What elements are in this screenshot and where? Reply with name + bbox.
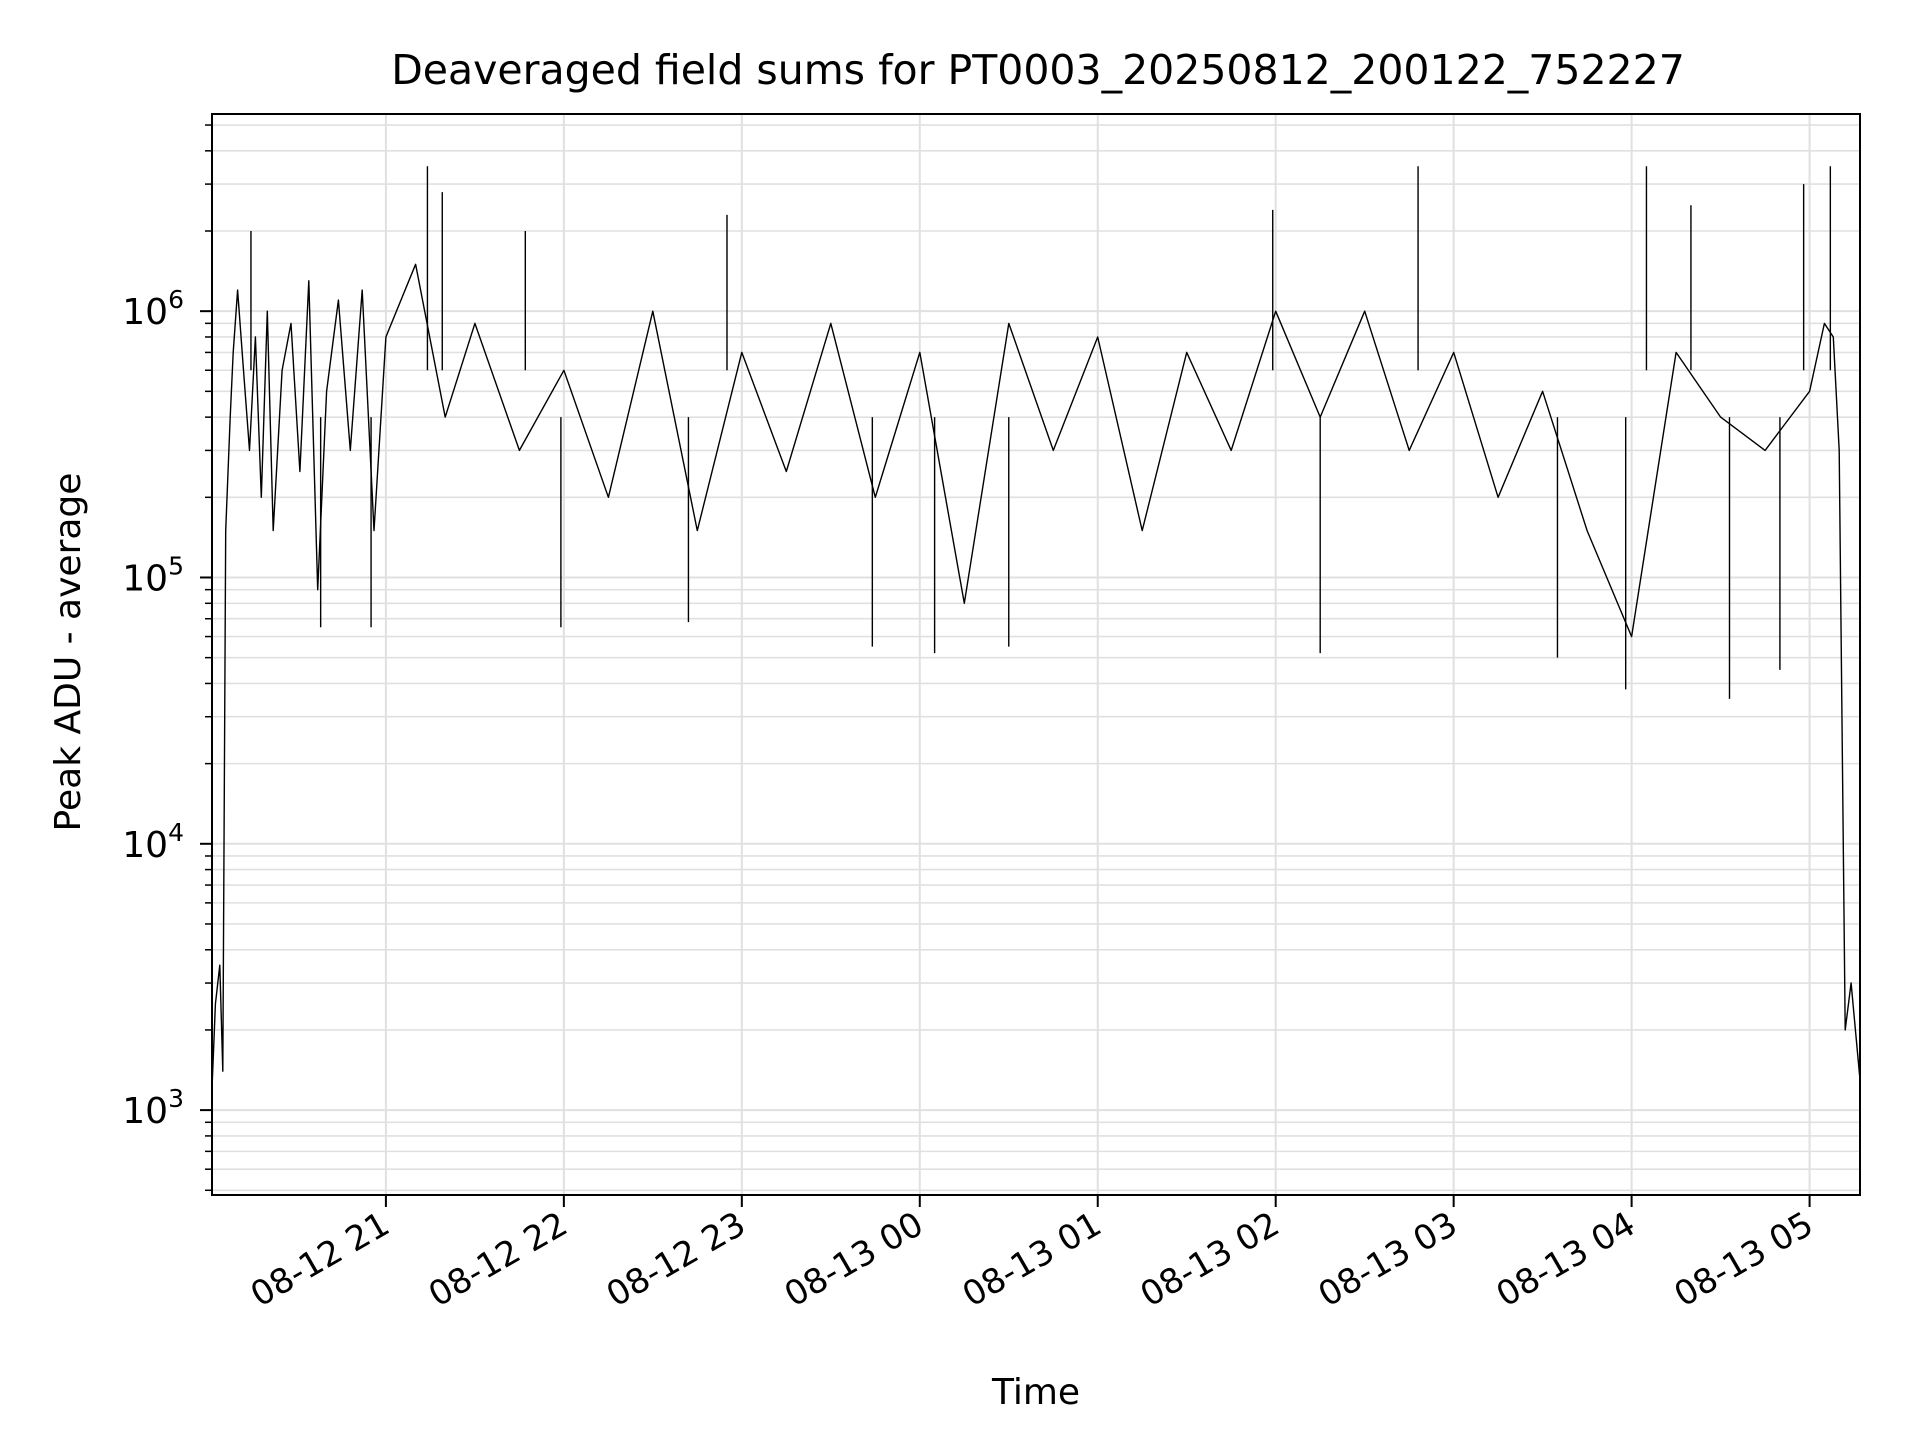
y-tick-label: 105 [122,551,184,599]
x-axis-label: Time [991,1372,1080,1413]
y-axis-ticks: 103 104 105 106 [122,124,212,1192]
y-axis-label: Peak ADU - average [48,473,89,832]
y-tick-label: 106 [122,285,184,333]
grid-lines [212,114,1860,1195]
data-series [211,166,1861,1090]
y-tick-label: 103 [122,1084,184,1132]
series-line [211,263,1861,1090]
chart-title: Deaveraged field sums for PT0003_2025081… [391,46,1685,94]
plot-area-frame [211,113,1861,1196]
y-tick-label: 104 [122,818,184,866]
